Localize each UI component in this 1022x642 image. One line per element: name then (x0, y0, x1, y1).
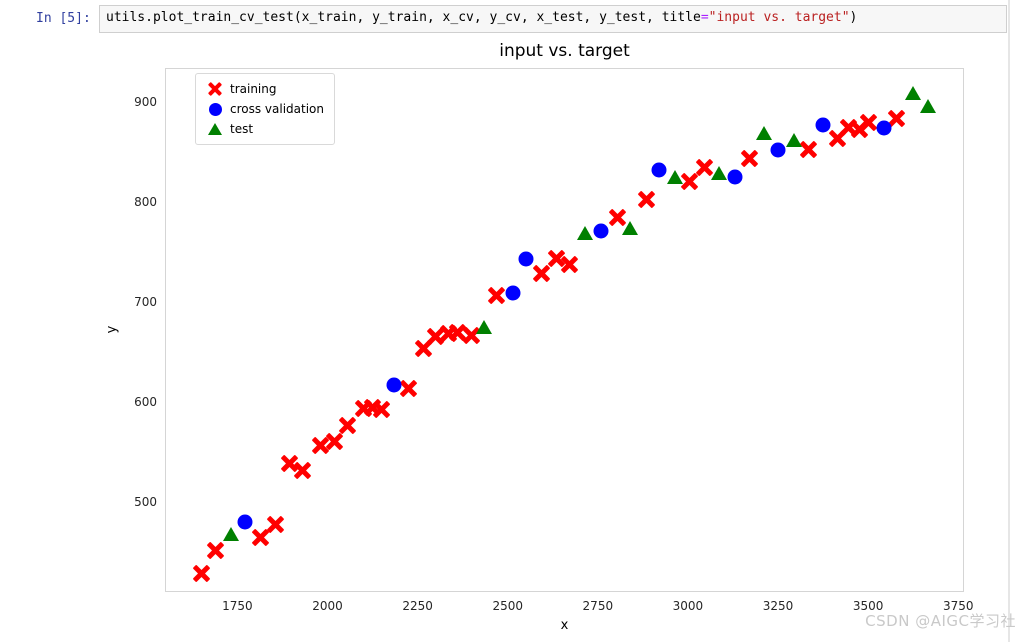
watermark: CSDN @AIGC学习社 (865, 612, 1016, 630)
test-point (476, 320, 493, 334)
training-point (193, 565, 210, 582)
legend-label-training: training (230, 82, 277, 96)
test-point (905, 86, 922, 100)
training-point (400, 380, 417, 397)
training-point (800, 141, 817, 158)
training-x-icon (208, 82, 222, 96)
input-prompt: In [5]: (36, 11, 91, 26)
training-point (294, 462, 311, 479)
legend-label-cross-validation: cross validation (230, 102, 325, 116)
training-point (373, 401, 390, 418)
training-point (741, 150, 758, 167)
training-point (326, 433, 343, 450)
y-tick-label: 500 (134, 495, 157, 509)
test-point (577, 226, 594, 240)
x-tick-label: 3250 (762, 599, 794, 613)
cross-validation-point (505, 285, 521, 301)
chart-legend: training cross validation test (195, 73, 335, 145)
code-close-paren: ) (849, 10, 858, 25)
y-axis-label: y (104, 325, 120, 334)
y-tick-label: 600 (134, 395, 157, 409)
cross-validation-point (651, 162, 667, 178)
cross-validation-circle-icon (208, 102, 222, 116)
x-tick-label: 2000 (312, 599, 343, 613)
x-tick-label: 2250 (402, 599, 433, 613)
legend-row-test: test (200, 119, 330, 139)
test-triangle-icon (208, 123, 222, 135)
cross-validation-point (593, 223, 609, 239)
test-point (710, 166, 727, 180)
training-point (488, 287, 505, 304)
training-point (533, 265, 550, 282)
test-point (667, 170, 684, 184)
x-tick-label: 2500 (492, 599, 523, 613)
training-point (267, 516, 284, 533)
cross-validation-point (237, 514, 253, 530)
x-tick-label: 3500 (852, 599, 884, 613)
test-point (786, 133, 803, 147)
x-tick-label: 1750 (222, 599, 253, 613)
chart-title: input vs. target (499, 41, 630, 61)
cross-validation-point (815, 117, 831, 133)
test-point (755, 126, 772, 140)
training-point (207, 542, 224, 559)
training-point (860, 114, 877, 131)
x-axis-label: x (560, 618, 569, 633)
cross-validation-point (386, 377, 402, 393)
test-point (622, 221, 639, 235)
legend-label-test: test (230, 122, 254, 136)
training-point (339, 417, 356, 434)
x-tick-label: 3750 (942, 599, 974, 613)
y-tick-label: 700 (134, 295, 157, 309)
y-tick-label: 800 (134, 195, 157, 209)
cross-validation-point (518, 251, 534, 267)
cross-validation-point (876, 120, 892, 136)
training-point (561, 256, 578, 273)
test-point (919, 99, 936, 113)
cross-validation-point (727, 169, 743, 185)
y-tick-label: 900 (134, 95, 157, 109)
notebook-right-divider (1008, 0, 1010, 642)
code-text: utils.plot_train_cv_test(x_train, y_trai… (106, 10, 701, 25)
training-point (638, 191, 655, 208)
cross-validation-point (770, 142, 786, 158)
test-point (223, 527, 240, 541)
code-editor[interactable]: utils.plot_train_cv_test(x_train, y_trai… (99, 5, 1007, 33)
plot-area (165, 68, 964, 592)
x-tick-label: 2750 (582, 599, 614, 613)
legend-row-training: training (200, 79, 330, 99)
code-string: "input vs. target" (708, 10, 850, 25)
legend-row-cross-validation: cross validation (200, 99, 330, 119)
x-tick-label: 3000 (672, 599, 704, 613)
code-operator: = (700, 10, 709, 25)
